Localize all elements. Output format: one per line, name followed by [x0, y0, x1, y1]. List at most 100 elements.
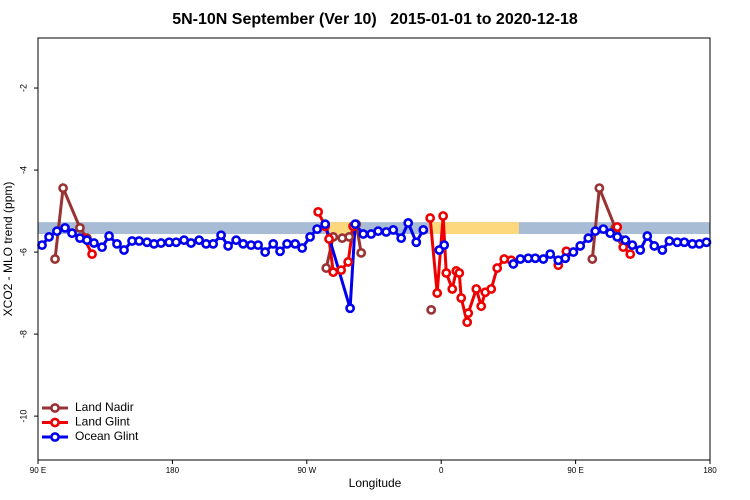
- data-point: [97, 242, 107, 253]
- data-point: [388, 225, 399, 235]
- data-point: [432, 288, 443, 298]
- data-point: [515, 254, 526, 264]
- data-point: [89, 238, 99, 248]
- y-tick-label: -2: [18, 84, 28, 92]
- data-point: [260, 247, 271, 257]
- data-point: [87, 249, 97, 260]
- mask-segment: [429, 222, 519, 235]
- data-point: [344, 232, 355, 242]
- data-point: [328, 267, 339, 278]
- data-point: [356, 247, 367, 258]
- data-point: [396, 233, 407, 244]
- legend-marker: [50, 417, 60, 428]
- data-point: [50, 254, 60, 264]
- data-point: [649, 241, 660, 251]
- y-axis-label: XCO2 - MLO trend (ppm): [1, 182, 15, 317]
- data-point: [275, 246, 285, 257]
- data-point: [612, 222, 623, 232]
- legend-label: Land Glint: [75, 415, 130, 429]
- data-point: [345, 303, 356, 314]
- data-point: [194, 235, 205, 246]
- data-point: [454, 268, 465, 278]
- data-point: [336, 265, 347, 276]
- data-point: [476, 301, 487, 312]
- data-point: [701, 237, 712, 248]
- data-point: [134, 236, 144, 246]
- data-point: [104, 231, 114, 241]
- data-point: [625, 249, 636, 260]
- data-point: [37, 240, 47, 251]
- x-tick-label: 180: [703, 466, 717, 475]
- data-point: [418, 225, 429, 235]
- data-point: [545, 249, 556, 260]
- data-point: [216, 230, 226, 241]
- y-tick-label: -6: [18, 248, 28, 256]
- data-point: [156, 238, 166, 248]
- data-point: [112, 238, 122, 249]
- data-point: [119, 245, 129, 255]
- x-tick-label: 90 W: [297, 466, 316, 475]
- data-point: [447, 284, 458, 294]
- x-tick-label: 0: [439, 466, 444, 475]
- data-point: [575, 241, 586, 251]
- x-tick-label: 180: [166, 466, 180, 475]
- data-point: [462, 317, 473, 328]
- data-point: [598, 224, 609, 235]
- y-tick-label: -10: [18, 410, 28, 423]
- y-tick-label: -8: [18, 330, 28, 338]
- data-point: [223, 241, 234, 251]
- data-point: [373, 226, 384, 237]
- data-point: [590, 226, 601, 237]
- data-point: [305, 232, 315, 242]
- data-point: [463, 308, 474, 319]
- data-point: [627, 240, 638, 251]
- data-point: [403, 218, 414, 228]
- data-point: [456, 293, 467, 303]
- plot-frame: [37, 37, 711, 461]
- data-point: [75, 222, 85, 233]
- data-point: [320, 219, 331, 230]
- data-point: [411, 237, 422, 248]
- data-point: [583, 233, 594, 244]
- data-point: [60, 222, 70, 233]
- data-point: [560, 253, 571, 264]
- data-point: [313, 206, 324, 217]
- data-point: [238, 238, 249, 249]
- y-tick-label: -4: [18, 166, 28, 174]
- data-point: [350, 219, 361, 230]
- chart-title: 5N-10N September (Ver 10) 2015-01-01 to …: [172, 11, 578, 28]
- data-point: [208, 238, 219, 249]
- data-point: [530, 253, 541, 264]
- data-point: [605, 228, 616, 239]
- data-point: [231, 235, 242, 246]
- data-point: [321, 263, 332, 273]
- x-axis-label: Longitude: [349, 476, 402, 490]
- legend-label: Land Nadir: [75, 400, 134, 414]
- data-point: [426, 305, 437, 315]
- data-point: [657, 245, 668, 255]
- data-point: [253, 240, 264, 251]
- series-line: [53, 182, 89, 260]
- mask-band: [38, 222, 710, 235]
- legend-marker: [50, 432, 60, 442]
- data-point: [297, 243, 308, 253]
- data-point: [439, 240, 450, 251]
- data-point: [282, 238, 292, 249]
- data-point: [594, 183, 605, 193]
- mask-segment: [324, 222, 358, 235]
- data-point: [635, 245, 646, 255]
- data-point: [425, 213, 436, 223]
- x-tick-label: 90 E: [30, 466, 46, 475]
- data-point: [612, 232, 623, 242]
- data-point: [492, 263, 503, 273]
- data-point: [268, 238, 279, 249]
- data-point: [508, 259, 519, 269]
- data-point: [58, 183, 68, 193]
- data-point: [679, 237, 690, 248]
- data-point: [538, 254, 549, 264]
- data-point: [312, 224, 323, 235]
- data-point: [67, 228, 77, 239]
- data-point: [620, 235, 631, 246]
- data-point: [52, 226, 62, 237]
